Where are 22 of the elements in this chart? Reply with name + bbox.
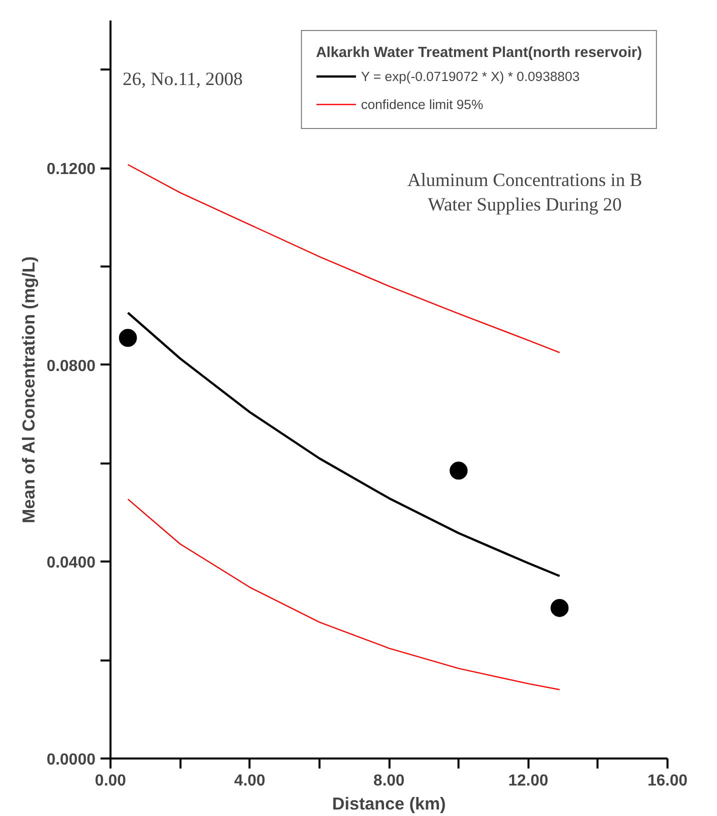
y-tick-label: 0.1200 [46, 161, 96, 178]
annotation: Aluminum Concentrations in B [407, 170, 642, 191]
x-axis-title: Distance (km) [332, 794, 446, 814]
y-tick-label: 0.0000 [46, 752, 96, 768]
legend-title: Alkarkh Water Treatment Plant(north reservoir) [316, 45, 642, 61]
line-series [127, 498, 560, 690]
annotation: 26, No.11, 2008 [122, 69, 243, 90]
x-tick-label: 4.00 [234, 772, 266, 790]
x-tick-label: 8.00 [373, 772, 405, 790]
legend-label: confidence limit 95% [360, 96, 484, 112]
x-tick-label: 16.00 [647, 772, 688, 790]
line-series [126, 312, 561, 578]
point [450, 462, 468, 480]
x-tick-label: 12.00 [508, 772, 548, 790]
point [550, 598, 569, 617]
y-tick-label: 0.0800 [46, 358, 96, 375]
point [118, 328, 137, 347]
legend-label: Y = exp(-0.0719072 * X) * 0.0938803 [360, 68, 580, 84]
y-tick-label: 0.0400 [46, 554, 96, 572]
annotation: Water Supplies During 20 [428, 194, 622, 216]
y-axis-title: Mean of Al Concentration (mg/L) [18, 256, 39, 524]
x-tick-label: 0.00 [94, 772, 126, 790]
